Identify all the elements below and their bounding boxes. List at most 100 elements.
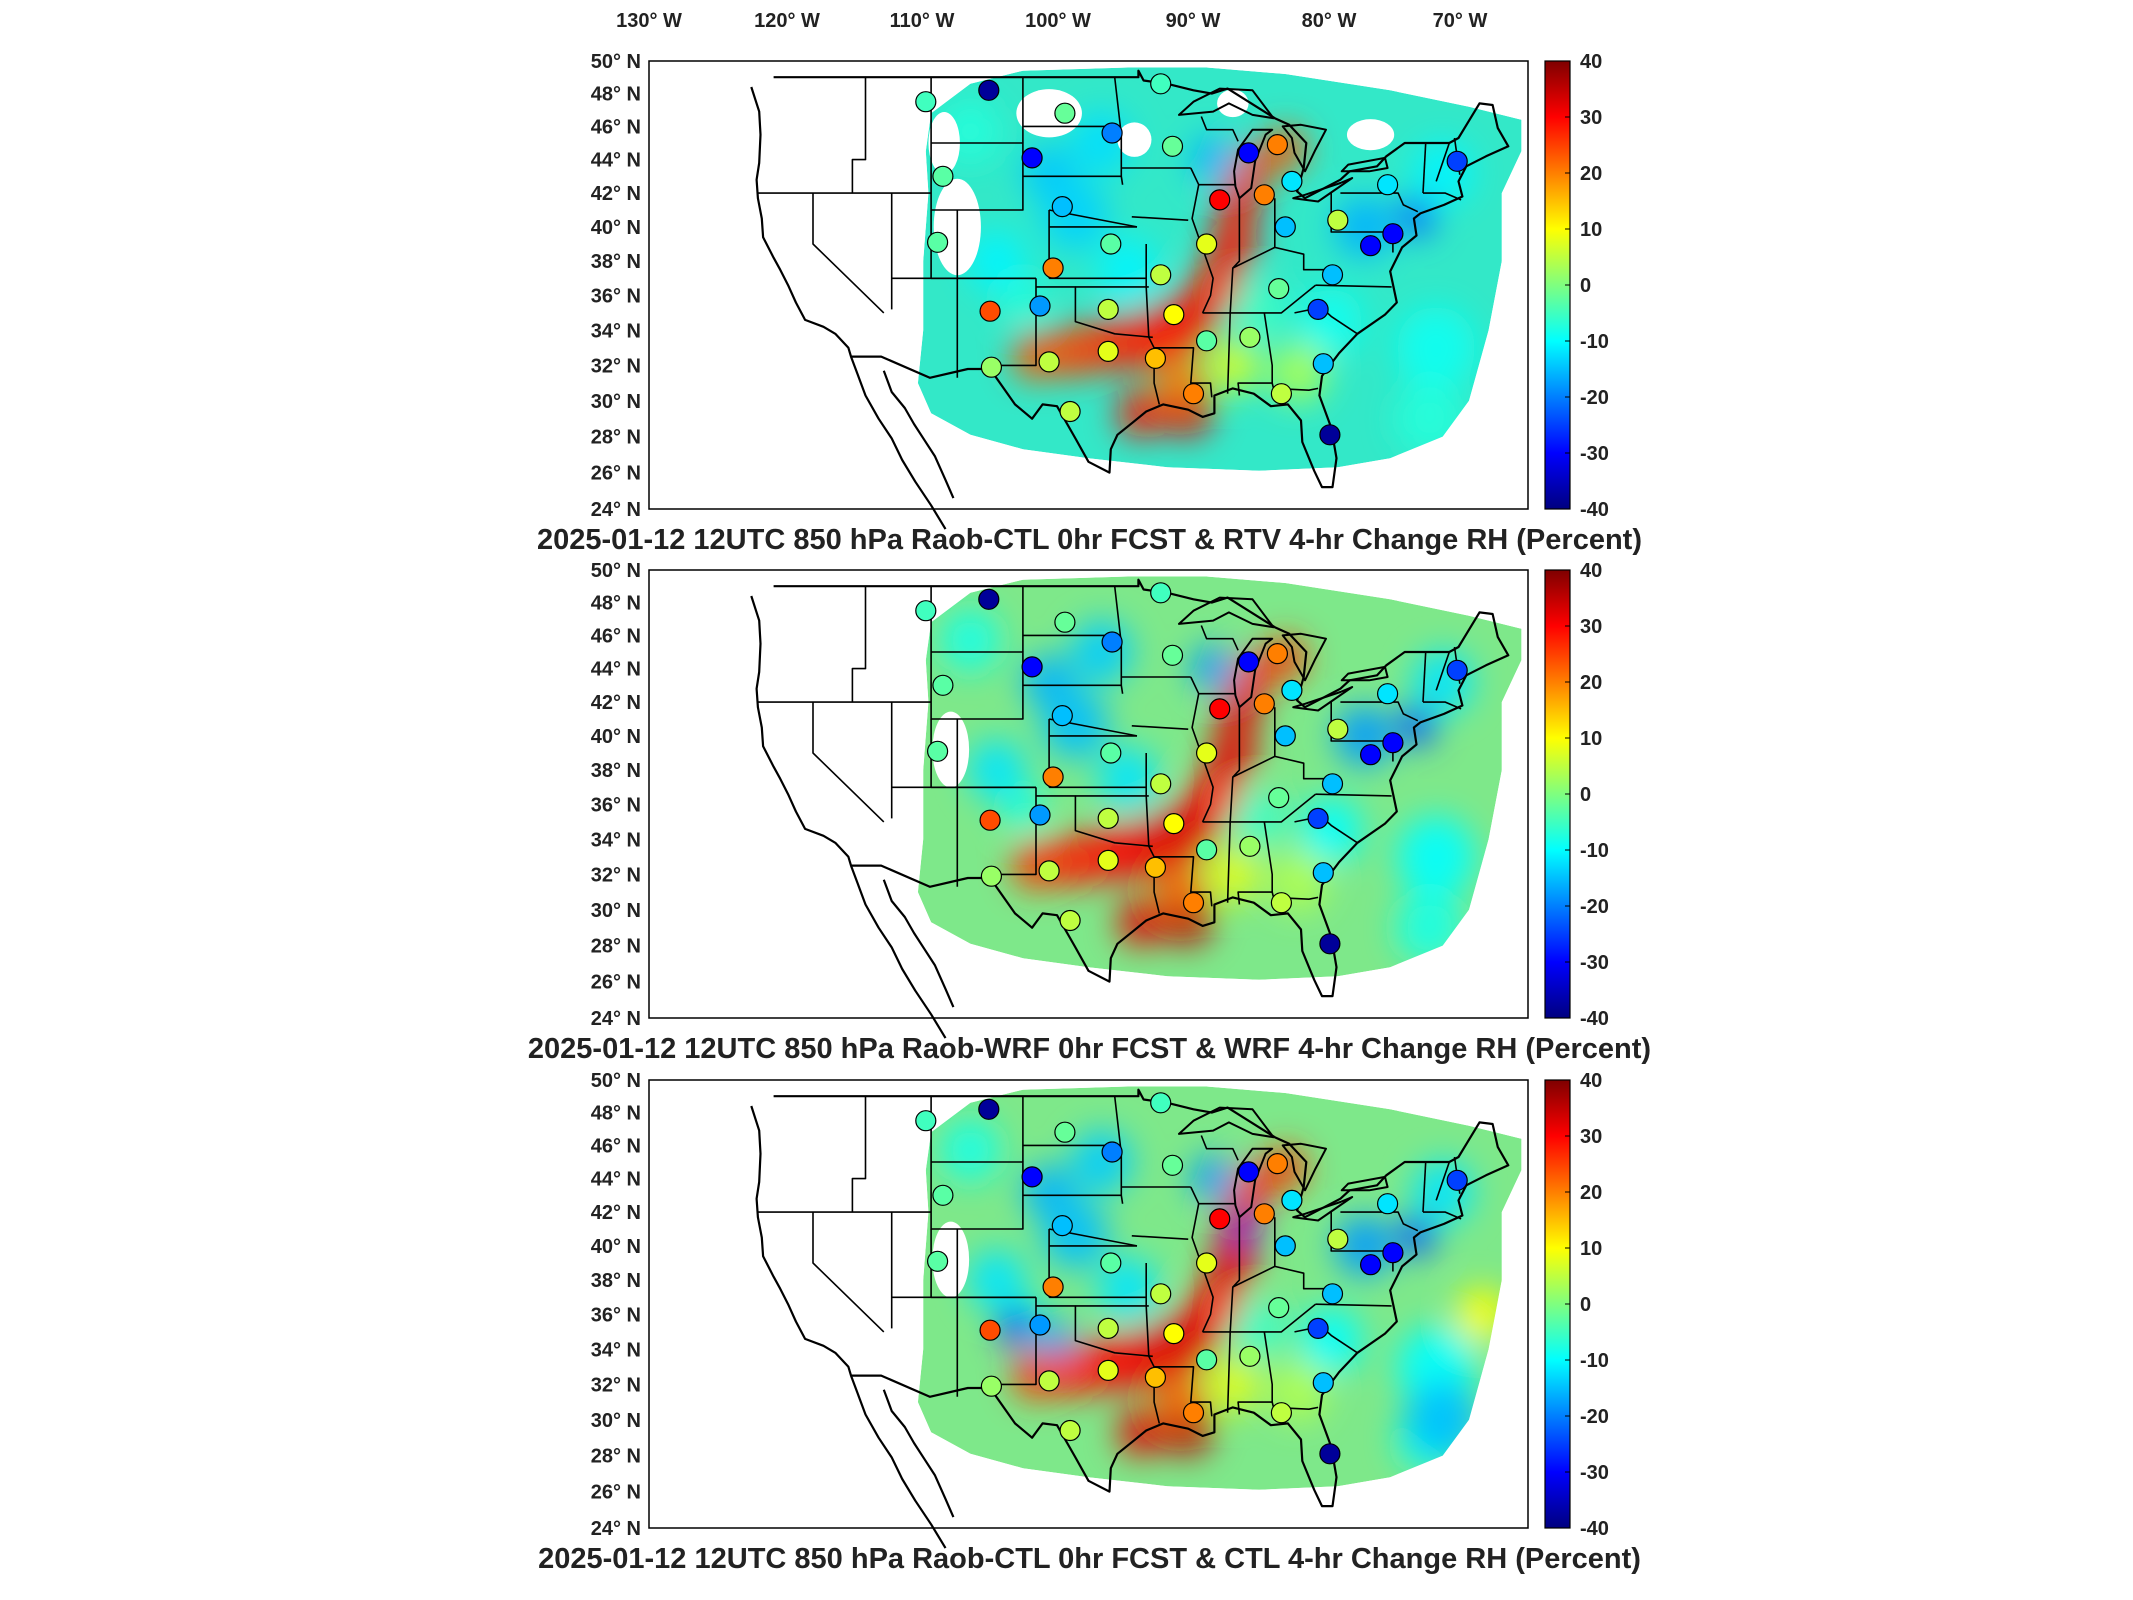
- raob-station-marker: [1150, 582, 1172, 604]
- latitude-label: 26° N: [591, 1482, 641, 1504]
- raob-station-marker: [1266, 1152, 1289, 1175]
- raob-station-marker: [1270, 1402, 1293, 1424]
- raob-station-marker: [1161, 1154, 1184, 1176]
- raob-station-marker: [1051, 704, 1073, 727]
- colorbar-tick-label: 10: [1580, 1238, 1602, 1260]
- panel-title: 2025-01-12 12UTC 850 hPa Raob-CTL 0hr FC…: [538, 1543, 1641, 1575]
- raob-station-marker: [1274, 216, 1296, 238]
- colorbar-tick-label: -20: [1580, 387, 1609, 409]
- raob-station-marker: [1097, 807, 1119, 830]
- latitude-label: 44° N: [591, 1169, 641, 1191]
- raob-station-marker: [1150, 264, 1172, 286]
- raob-station-marker: [1239, 835, 1261, 857]
- raob-station-marker: [1274, 725, 1296, 747]
- colorbar-tick-label: 0: [1580, 784, 1591, 806]
- colorbar: 40 30 20 10 0 -10 -20 -30 -40: [1544, 51, 1609, 521]
- colorbar: 40 30 20 10 0 -10 -20 -30 -40: [1544, 560, 1609, 1030]
- raob-station-marker: [1270, 383, 1293, 405]
- raob-station-marker: [1237, 142, 1260, 164]
- colorbar-tick-label: -40: [1580, 1518, 1609, 1540]
- latitude-label: 44° N: [591, 659, 641, 681]
- rh-change-field: [917, 67, 1522, 471]
- raob-station-marker: [1029, 804, 1051, 826]
- latitude-label: 32° N: [591, 1374, 641, 1396]
- raob-station-marker: [1382, 1242, 1404, 1264]
- latitude-label: 42° N: [591, 183, 641, 205]
- raob-station-marker: [1327, 209, 1349, 231]
- raob-station-marker: [1042, 1276, 1064, 1298]
- colorbar-tick-label: -20: [1580, 896, 1609, 918]
- map-frame: [648, 60, 1529, 510]
- raob-station-marker: [1312, 862, 1334, 884]
- raob-stations: [915, 1092, 1468, 1465]
- raob-station-marker: [1209, 698, 1231, 720]
- colorbar-tick-label: 40: [1580, 1070, 1602, 1092]
- raob-station-marker: [1097, 1359, 1119, 1382]
- raob-station-marker: [978, 1098, 1000, 1120]
- latitude-label: 30° N: [591, 391, 641, 413]
- raob-station-marker: [1059, 909, 1081, 932]
- raob-station-marker: [1446, 659, 1468, 681]
- colorbar-tick-label: -20: [1580, 1406, 1609, 1428]
- longitude-label: 90° W: [1166, 10, 1221, 32]
- raob-station-marker: [1182, 383, 1205, 405]
- raob-station-marker: [1163, 812, 1185, 835]
- raob-station-marker: [1100, 742, 1122, 764]
- latitude-label: 40° N: [591, 726, 641, 748]
- state-borders: [750, 1088, 1510, 1549]
- latitude-label: 50° N: [591, 560, 641, 582]
- raob-station-marker: [1054, 1121, 1076, 1143]
- raob-station-marker: [1281, 1189, 1303, 1212]
- raob-station-marker: [1281, 679, 1303, 702]
- colorbar-tick-label: 20: [1580, 163, 1602, 185]
- colorbar: 40 30 20 10 0 -10 -20 -30 -40: [1544, 1070, 1609, 1540]
- map-frame: [648, 1079, 1529, 1529]
- longitude-label: 80° W: [1302, 10, 1357, 32]
- raob-station-marker: [1059, 400, 1081, 423]
- colorbar-tick-label: -40: [1580, 499, 1609, 521]
- raob-station-marker: [1319, 424, 1341, 446]
- latitude-label: 46° N: [591, 625, 641, 647]
- raob-station-marker: [915, 91, 937, 113]
- raob-station-marker: [1321, 773, 1344, 795]
- longitude-label: 70° W: [1433, 10, 1488, 32]
- raob-station-marker: [1100, 233, 1122, 255]
- raob-station-marker: [1307, 1317, 1329, 1340]
- raob-station-marker: [1321, 1283, 1344, 1305]
- raob-station-marker: [1150, 73, 1172, 95]
- raob-station-marker: [1376, 174, 1399, 196]
- latitude-label: 28° N: [591, 427, 641, 449]
- raob-station-marker: [926, 231, 949, 253]
- rh-change-field: [917, 1086, 1522, 1490]
- latitude-label: 46° N: [591, 116, 641, 138]
- raob-station-marker: [1209, 1208, 1231, 1230]
- raob-station-marker: [1042, 257, 1064, 279]
- raob-station-marker: [1239, 326, 1261, 348]
- raob-station-marker: [1051, 1214, 1073, 1237]
- raob-station-marker: [1150, 1283, 1172, 1305]
- raob-station-marker: [1054, 102, 1076, 124]
- latitude-label: 42° N: [591, 692, 641, 714]
- raob-station-marker: [1281, 170, 1303, 192]
- raob-station-marker: [1100, 1252, 1122, 1274]
- raob-station-marker: [1097, 1317, 1119, 1340]
- raob-station-marker: [980, 356, 1003, 378]
- raob-station-marker: [932, 165, 954, 187]
- longitude-label: 110° W: [890, 10, 955, 32]
- raob-station-marker: [1253, 184, 1275, 206]
- raob-station-marker: [1101, 1141, 1123, 1163]
- raob-station-marker: [1270, 892, 1293, 914]
- latitude-label: 26° N: [591, 972, 641, 994]
- raob-station-marker: [1359, 744, 1382, 766]
- raob-station-marker: [926, 740, 949, 762]
- longitude-label: 100° W: [1025, 10, 1091, 32]
- raob-station-marker: [979, 809, 1001, 831]
- latitude-label: 24° N: [591, 1008, 641, 1030]
- map-panel-1: 50° N 48° N 46° N 44° N 42° N 40° N 38° N 36° N…: [537, 51, 1642, 556]
- latitude-label: 24° N: [591, 1518, 641, 1540]
- raob-station-marker: [1042, 766, 1064, 788]
- raob-station-marker: [1144, 856, 1167, 879]
- raob-stations: [915, 73, 1468, 446]
- longitude-label: 120° W: [754, 10, 820, 32]
